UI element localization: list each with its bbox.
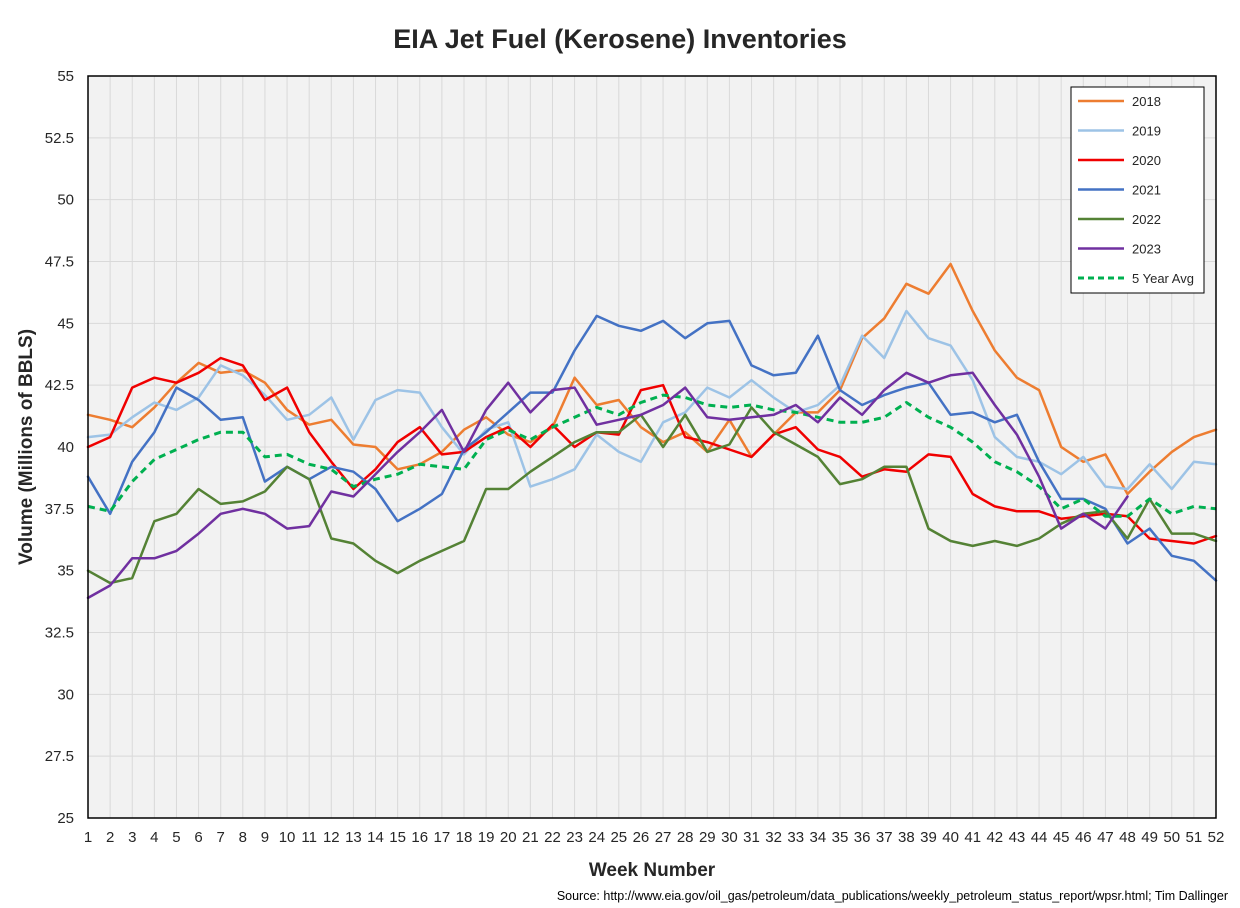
x-tick-label: 7 xyxy=(217,829,225,846)
plot-border xyxy=(87,75,1217,819)
x-tick-label: 14 xyxy=(367,829,384,846)
x-tick-label: 6 xyxy=(194,829,202,846)
x-tick-label: 36 xyxy=(854,829,871,846)
x-tick-label: 22 xyxy=(544,829,561,846)
x-tick-label: 31 xyxy=(743,829,760,846)
grid-lines xyxy=(87,75,1217,819)
x-tick-label: 30 xyxy=(721,829,738,846)
legend: 2018 2019 2020 2021 2022 2023 5 Year Avg xyxy=(1070,86,1205,294)
x-tick-label: 3 xyxy=(128,829,136,846)
series-line-2021 xyxy=(86,314,1218,582)
x-tick-label: 12 xyxy=(323,829,340,846)
series-line-2022 xyxy=(86,406,1218,585)
series-line-2018 xyxy=(86,262,1218,496)
x-tick-label: 47 xyxy=(1097,829,1114,846)
x-tick-label: 34 xyxy=(810,829,827,846)
x-tick-label: 11 xyxy=(301,829,317,846)
x-tick-label: 20 xyxy=(500,829,517,846)
x-tick-label: 28 xyxy=(677,829,694,846)
series-line-5-year-avg xyxy=(87,393,1217,518)
x-tick-label: 5 xyxy=(172,829,180,846)
y-tick-label: 50 xyxy=(57,192,74,209)
x-tick-label: 52 xyxy=(1208,829,1225,846)
x-axis-tick-labels: 1 2 3 4 5 6 7 8 9 10 11 12 13 14 15 16 17 18 19 20 21 22 23 24 2… xyxy=(84,829,1225,846)
source-note: Source: http://www.eia.gov/oil_gas/petro… xyxy=(557,889,1228,903)
legend-label-2019: 2019 xyxy=(1132,124,1161,139)
y-tick-label: 40 xyxy=(57,439,74,456)
x-tick-label: 40 xyxy=(942,829,959,846)
x-tick-label: 2 xyxy=(106,829,114,846)
x-tick-label: 21 xyxy=(522,829,539,846)
y-tick-label: 42.5 xyxy=(45,377,74,394)
x-tick-label: 44 xyxy=(1031,829,1048,846)
series-line-2020 xyxy=(86,356,1218,545)
x-tick-label: 45 xyxy=(1053,829,1070,846)
y-tick-label: 45 xyxy=(57,315,74,332)
x-tick-label: 37 xyxy=(876,829,893,846)
x-tick-label: 32 xyxy=(765,829,782,846)
x-tick-label: 51 xyxy=(1186,829,1203,846)
x-tick-label: 29 xyxy=(699,829,716,846)
y-axis-tick-labels: 25 27.5 30 32.5 35 37.5 40 42.5 45 47.5 50 52.5 55 xyxy=(45,68,74,827)
x-tick-label: 48 xyxy=(1119,829,1136,846)
x-tick-label: 26 xyxy=(633,829,650,846)
x-tick-label: 19 xyxy=(478,829,495,846)
x-tick-label: 42 xyxy=(986,829,1003,846)
series-lines xyxy=(86,262,1218,600)
chart-title: EIA Jet Fuel (Kerosene) Inventories xyxy=(393,24,847,54)
legend-label-2021: 2021 xyxy=(1132,183,1161,198)
x-tick-label: 27 xyxy=(655,829,672,846)
y-tick-label: 37.5 xyxy=(45,501,74,518)
x-tick-label: 8 xyxy=(239,829,247,846)
y-tick-label: 32.5 xyxy=(45,625,74,642)
y-tick-label: 25 xyxy=(57,810,74,827)
y-tick-label: 30 xyxy=(57,686,74,703)
x-tick-label: 41 xyxy=(964,829,981,846)
x-tick-label: 38 xyxy=(898,829,915,846)
x-tick-label: 1 xyxy=(84,829,92,846)
x-axis-title: Week Number xyxy=(589,860,716,881)
x-tick-label: 35 xyxy=(832,829,849,846)
legend-label-5-year-avg: 5 Year Avg xyxy=(1132,271,1194,286)
x-tick-label: 46 xyxy=(1075,829,1092,846)
legend-label-2022: 2022 xyxy=(1132,212,1161,227)
x-tick-label: 4 xyxy=(150,829,158,846)
y-tick-label: 52.5 xyxy=(45,130,74,147)
y-axis-title: Volume (Millions of BBLS) xyxy=(16,329,37,565)
y-tick-label: 47.5 xyxy=(45,254,74,271)
x-tick-label: 10 xyxy=(279,829,296,846)
x-tick-label: 25 xyxy=(610,829,627,846)
legend-label-2023: 2023 xyxy=(1132,242,1161,257)
x-tick-label: 43 xyxy=(1009,829,1026,846)
x-tick-label: 39 xyxy=(920,829,937,846)
y-tick-label: 35 xyxy=(57,563,74,580)
x-tick-label: 33 xyxy=(787,829,804,846)
x-tick-label: 23 xyxy=(566,829,583,846)
x-tick-label: 50 xyxy=(1163,829,1180,846)
x-tick-label: 9 xyxy=(261,829,269,846)
x-tick-label: 16 xyxy=(411,829,428,846)
legend-label-2018: 2018 xyxy=(1132,94,1161,109)
series-line-2023 xyxy=(86,371,1129,600)
legend-label-2020: 2020 xyxy=(1132,153,1161,168)
x-tick-label: 49 xyxy=(1141,829,1158,846)
y-tick-label: 55 xyxy=(57,68,74,85)
y-tick-label: 27.5 xyxy=(45,748,74,765)
x-tick-label: 17 xyxy=(434,829,451,846)
x-tick-label: 13 xyxy=(345,829,362,846)
series-line-2019 xyxy=(86,309,1218,491)
x-tick-label: 24 xyxy=(588,829,605,846)
x-tick-label: 18 xyxy=(456,829,473,846)
x-tick-label: 15 xyxy=(389,829,406,846)
